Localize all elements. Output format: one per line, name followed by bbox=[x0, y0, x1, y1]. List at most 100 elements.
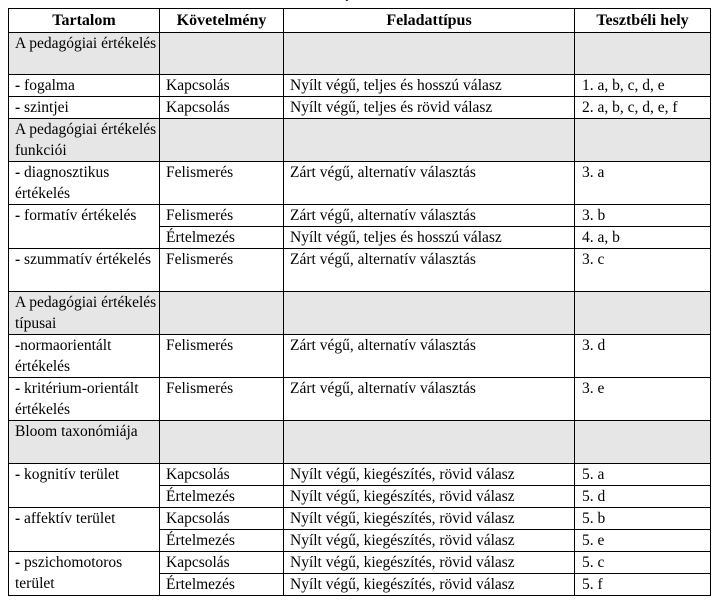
requirement-cell: Kapcsolás bbox=[159, 507, 284, 530]
item-label: - pszichomotoros terület bbox=[8, 551, 160, 596]
header-requirement: Követelmény bbox=[159, 8, 284, 33]
table-row: - formatív értékelés Felismerés Zárt végű,… bbox=[8, 204, 711, 249]
location-cell: 5. f bbox=[574, 573, 711, 596]
item-label-text: formatív értékelés bbox=[24, 207, 137, 224]
section-title: A pedagógiai értékelés funkciói bbox=[8, 118, 160, 162]
dash: - bbox=[15, 466, 25, 483]
item-label-text: diagnosztikus értékelés bbox=[15, 164, 110, 202]
empty-cell bbox=[283, 291, 575, 335]
item-label-text: pszichomotoros terület bbox=[15, 554, 123, 592]
location-cell: 5. d bbox=[574, 485, 711, 508]
location-cell: 5. b bbox=[574, 507, 711, 530]
task-type-cell: Nyílt végű, teljes és hosszú válasz bbox=[283, 226, 575, 249]
location-cell: 5. c bbox=[574, 551, 711, 574]
table-row: - szummatív értékelés Felismerés Zárt végű… bbox=[8, 248, 711, 292]
location-cell: 1. a, b, c, d, e bbox=[574, 74, 711, 97]
item-label: - kognitív terület bbox=[8, 463, 160, 508]
dash: - bbox=[15, 251, 25, 268]
task-type-cell: Nyílt végű, kiegészítés, rövid válasz bbox=[283, 507, 575, 530]
dash: - bbox=[15, 164, 25, 181]
table-row: - kognitív terület Kapcsolás Nyílt végű, k… bbox=[8, 463, 711, 508]
requirement-cell: Felismerés bbox=[159, 204, 284, 227]
location-cell: 5. e bbox=[574, 529, 711, 552]
table-row: - affektív terület Kapcsolás Nyílt végű, k… bbox=[8, 507, 711, 552]
item-label-text: normaorientált értékelés bbox=[15, 337, 112, 375]
location-cell: 3. e bbox=[574, 377, 711, 421]
requirement-cell: Kapcsolás bbox=[159, 551, 284, 574]
task-type-cell: Nyílt végű, kiegészítés, rövid válasz bbox=[283, 551, 575, 574]
requirement-cell: Felismerés bbox=[159, 161, 284, 205]
item-label-text: szummatív értékelés bbox=[24, 251, 152, 268]
location-cell: 5. a bbox=[574, 463, 711, 486]
item-label: -normaorientált értékelés bbox=[8, 334, 160, 378]
empty-cell bbox=[159, 420, 284, 464]
requirement-cell: Értelmezés bbox=[159, 226, 284, 249]
item-label: - diagnosztikus értékelés bbox=[8, 161, 160, 205]
task-type-cell: Nyílt végű, kiegészítés, rövid válasz bbox=[283, 573, 575, 596]
empty-cell bbox=[574, 291, 711, 335]
item-label: - formatív értékelés bbox=[8, 204, 160, 249]
task-type-cell: Zárt végű, alternatív választás bbox=[283, 204, 575, 227]
item-label-text: kritérium-orientált értékelés bbox=[15, 380, 139, 418]
requirement-cell: Felismerés bbox=[159, 248, 284, 292]
location-cell: 2. a, b, c, d, e, f bbox=[574, 96, 711, 119]
item-label: - szummatív értékelés bbox=[8, 248, 160, 292]
header-location: Tesztbéli hely bbox=[574, 8, 711, 33]
section-row: A pedagógiai értékelés funkciói bbox=[8, 118, 711, 162]
task-type-cell: Zárt végű, alternatív választás bbox=[283, 334, 575, 378]
empty-cell bbox=[574, 420, 711, 464]
task-type-cell: Nyílt végű, kiegészítés, rövid válasz bbox=[283, 529, 575, 552]
section-row: A pedagógiai értékelés típusai bbox=[8, 291, 711, 335]
requirement-cell: Értelmezés bbox=[159, 529, 284, 552]
table-row: - szintjei Kapcsolás Nyílt végű, teljes és… bbox=[8, 96, 711, 119]
item-label-text: fogalma bbox=[24, 77, 75, 94]
task-type-cell: Zárt végű, alternatív választás bbox=[283, 161, 575, 205]
task-type-cell: Nyílt végű, teljes és hosszú válasz bbox=[283, 74, 575, 97]
empty-cell bbox=[159, 32, 284, 75]
location-cell: 3. a bbox=[574, 161, 711, 205]
dash: - bbox=[15, 510, 25, 527]
section-row: A pedagógiai értékelés bbox=[8, 32, 711, 75]
item-label-text: kognitív terület bbox=[24, 466, 120, 483]
dash: - bbox=[15, 337, 21, 354]
item-label: - fogalma bbox=[8, 74, 160, 97]
requirement-cell: Kapcsolás bbox=[159, 74, 284, 97]
table-row: Értelmezés Nyílt végű, kiegészítés, rövid… bbox=[9, 573, 711, 596]
empty-cell bbox=[574, 32, 711, 75]
dash: - bbox=[15, 554, 25, 571]
content-table: Tartalom Követelmény Feladattípus Tesztb… bbox=[8, 8, 711, 596]
table-row: Értelmezés Nyílt végű, teljes és hosszú v… bbox=[9, 226, 711, 249]
table-row: - diagnosztikus értékelés Felismerés Zárt … bbox=[8, 161, 711, 205]
empty-cell bbox=[159, 291, 284, 335]
dash: - bbox=[15, 380, 25, 397]
empty-cell bbox=[283, 32, 575, 75]
table-row: - pszichomotoros terület Kapcsolás Nyílt v… bbox=[8, 551, 711, 596]
header-content: Tartalom bbox=[8, 8, 160, 33]
dash: - bbox=[15, 77, 25, 94]
location-cell: 3. b bbox=[574, 204, 711, 227]
location-cell: 4. a, b bbox=[574, 226, 711, 249]
task-type-cell: Nyílt végű, kiegészítés, rövid válasz bbox=[283, 485, 575, 508]
section-title: Bloom taxonómiája bbox=[8, 420, 160, 464]
table-row: Értelmezés Nyílt végű, kiegészítés, rövid… bbox=[9, 485, 711, 508]
section-row: Bloom taxonómiája bbox=[8, 420, 711, 464]
table-row: - kritérium-orientált értékelés Felismeré… bbox=[8, 377, 711, 421]
dash: - bbox=[15, 207, 25, 224]
dash: - bbox=[15, 99, 25, 116]
empty-cell bbox=[283, 118, 575, 162]
requirement-cell: Kapcsolás bbox=[159, 96, 284, 119]
location-cell: 3. c bbox=[574, 248, 711, 292]
empty-cell bbox=[574, 118, 711, 162]
header-task-type: Feladattípus bbox=[283, 8, 575, 33]
item-label: - szintjei bbox=[8, 96, 160, 119]
empty-cell bbox=[283, 420, 575, 464]
task-type-cell: Zárt végű, alternatív választás bbox=[283, 377, 575, 421]
requirement-cell: Értelmezés bbox=[159, 485, 284, 508]
task-type-cell: Zárt végű, alternatív választás bbox=[283, 248, 575, 292]
empty-cell bbox=[159, 118, 284, 162]
requirement-cell: Értelmezés bbox=[159, 573, 284, 596]
item-label-text: szintjei bbox=[24, 99, 69, 116]
requirement-cell: Felismerés bbox=[159, 334, 284, 378]
requirement-cell: Felismerés bbox=[159, 377, 284, 421]
task-type-cell: Nyílt végű, kiegészítés, rövid válasz bbox=[283, 463, 575, 486]
